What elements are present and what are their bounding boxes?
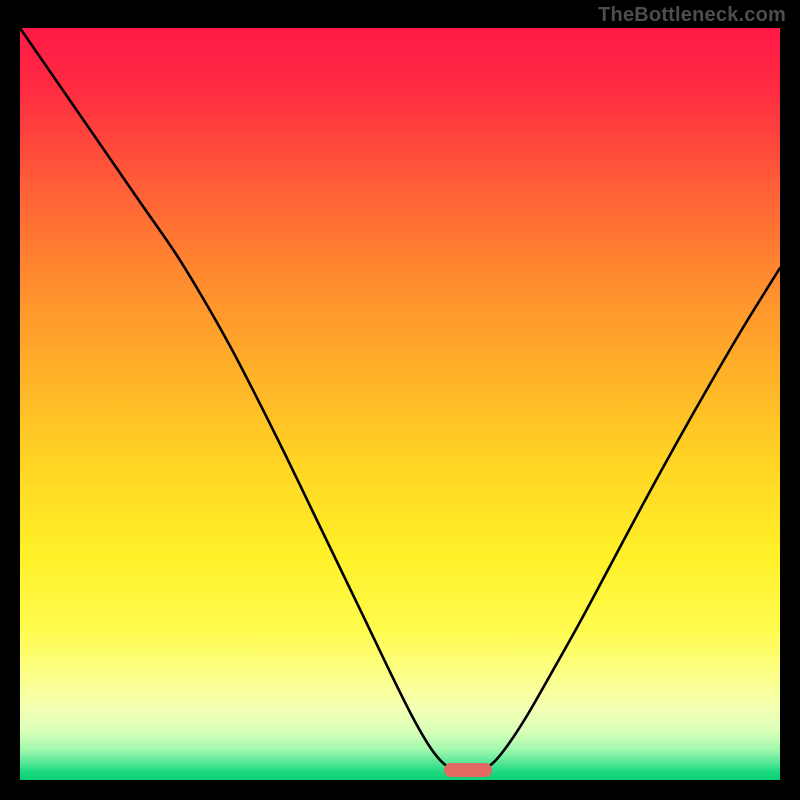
watermark-text: TheBottleneck.com (598, 4, 786, 27)
heat-gradient-area (20, 28, 780, 780)
optimal-marker (444, 763, 492, 777)
chart-container: TheBottleneck.com (0, 0, 800, 800)
bottleneck-chart (0, 0, 800, 800)
